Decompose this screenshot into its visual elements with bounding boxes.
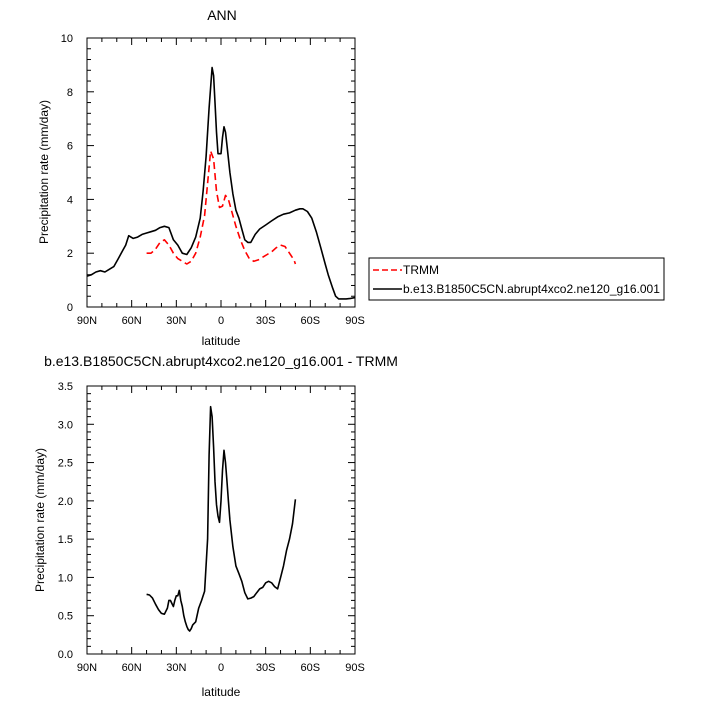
bottom-chart-ylabel: Precipitation rate (mm/day)	[33, 448, 47, 592]
bottom-chart-title: b.e13.B1850C5CN.abrupt4xco2.ne120_g16.00…	[44, 353, 398, 369]
x-tick-label: 90N	[77, 662, 97, 674]
x-tick-label: 90N	[77, 315, 97, 327]
x-tick-label: 90S	[345, 662, 365, 674]
x-tick-label: 0	[218, 662, 224, 674]
y-tick-label: 8	[67, 87, 73, 99]
y-tick-label: 2	[67, 248, 73, 260]
top-chart-ticks: 90N 60N 30N 0 30S 60S 90S 0 2 4 6 8 10	[61, 33, 365, 327]
x-tick-label: 30N	[166, 662, 186, 674]
x-tick-label: 60S	[301, 315, 321, 327]
y-tick-label: 0.0	[58, 649, 73, 661]
x-tick-label: 30N	[166, 315, 186, 327]
series-line-0-0	[146, 150, 297, 265]
top-chart-xlabel: latitude	[202, 334, 241, 348]
bottom-chart: b.e13.B1850C5CN.abrupt4xco2.ne120_g16.00…	[33, 353, 398, 699]
top-chart-ylabel: Precipitation rate (mm/day)	[37, 100, 51, 244]
legend: TRMM b.e13.B1850C5CN.abrupt4xco2.ne120_g…	[368, 257, 665, 301]
y-tick-label: 4	[67, 194, 73, 206]
y-tick-label: 10	[61, 33, 73, 45]
x-tick-label: 0	[218, 315, 224, 327]
series-line-1-0	[146, 405, 297, 632]
y-tick-label: 0.5	[58, 611, 73, 623]
legend-box	[368, 257, 665, 301]
y-tick-label: 6	[67, 141, 73, 153]
x-tick-label: 60N	[122, 315, 142, 327]
legend-label-trmm: TRMM	[403, 263, 439, 277]
x-tick-label: 30S	[256, 662, 276, 674]
bottom-chart-lines	[146, 405, 297, 632]
series-line-0-1	[86, 66, 356, 300]
bottom-chart-plot-area	[86, 385, 356, 655]
top-chart-title: ANN	[207, 7, 237, 23]
top-chart-plot-area	[86, 37, 356, 308]
bottom-chart-ticks: 90N 60N 30N 0 30S 60S 90S 0.0 0.5 1.0 1.5 2.0 2.5 3.0…	[58, 381, 365, 674]
x-tick-label: 60N	[122, 662, 142, 674]
y-tick-label: 3.0	[58, 419, 73, 431]
y-tick-label: 2.0	[58, 496, 73, 508]
bottom-chart-xlabel: latitude	[202, 685, 241, 699]
y-tick-label: 2.5	[58, 458, 73, 470]
x-tick-label: 60S	[301, 662, 321, 674]
legend-label-model: b.e13.B1850C5CN.abrupt4xco2.ne120_g16.00…	[403, 282, 660, 296]
y-tick-label: 0	[67, 302, 73, 314]
y-tick-label: 1.5	[58, 534, 73, 546]
top-chart-lines	[86, 66, 356, 300]
y-tick-label: 1.0	[58, 572, 73, 584]
x-tick-label: 90S	[345, 315, 365, 327]
x-tick-label: 30S	[256, 315, 276, 327]
y-tick-label: 3.5	[58, 381, 73, 393]
